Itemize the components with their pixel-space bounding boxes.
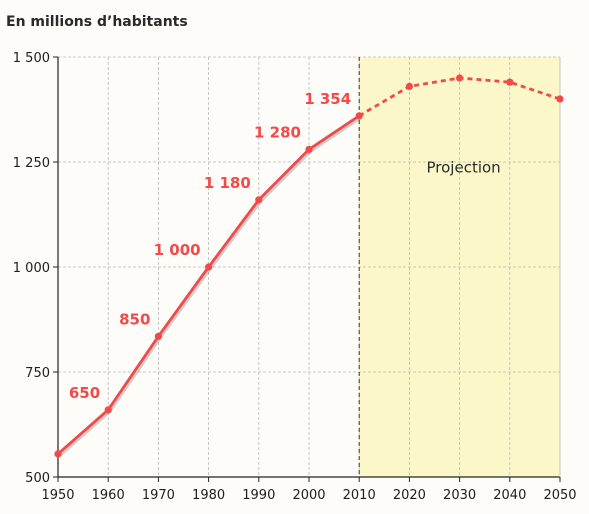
data-point <box>456 74 464 82</box>
series-line-shadow <box>58 116 362 458</box>
data-point <box>556 95 564 103</box>
y-tick-label: 1 000 <box>13 261 50 276</box>
data-label: 850 <box>119 310 150 328</box>
x-tick-label: 2050 <box>543 488 576 503</box>
y-tick-label: 1 250 <box>13 156 50 171</box>
chart-title: En millions d’habitants <box>6 14 188 30</box>
data-label: 1 280 <box>254 123 301 141</box>
data-point <box>154 332 162 340</box>
series-points <box>54 74 564 458</box>
data-point <box>255 196 263 204</box>
x-tick-label: 1960 <box>92 488 125 503</box>
y-tick-label: 500 <box>25 471 50 486</box>
y-tick-label: 1 500 <box>13 51 50 66</box>
data-label: 1 354 <box>304 90 351 108</box>
x-axis-ticks: 1950 1960 1970 1980 1990 2000 2010 2020 2030 2040… <box>41 477 577 503</box>
data-label: 1 180 <box>204 174 251 192</box>
data-point <box>104 406 112 414</box>
x-tick-label: 1970 <box>142 488 175 503</box>
y-tick-label: 750 <box>25 366 50 381</box>
data-label: 650 <box>69 384 100 402</box>
x-tick-label: 2000 <box>292 488 325 503</box>
data-point <box>305 145 313 153</box>
x-tick-label: 2030 <box>443 488 476 503</box>
y-axis-ticks: 500 750 1 000 1 250 1 500 <box>13 51 58 486</box>
projection-label: Projection <box>427 159 501 177</box>
data-point <box>355 112 363 120</box>
data-point <box>205 263 213 271</box>
data-point <box>54 450 62 458</box>
x-tick-label: 1980 <box>192 488 225 503</box>
x-tick-label: 1950 <box>41 488 74 503</box>
x-tick-label: 2010 <box>343 488 376 503</box>
data-point <box>506 78 514 86</box>
x-tick-label: 2020 <box>393 488 426 503</box>
data-label: 1 000 <box>154 241 201 259</box>
data-point <box>405 82 413 90</box>
x-tick-label: 2040 <box>493 488 526 503</box>
x-tick-label: 1990 <box>242 488 275 503</box>
